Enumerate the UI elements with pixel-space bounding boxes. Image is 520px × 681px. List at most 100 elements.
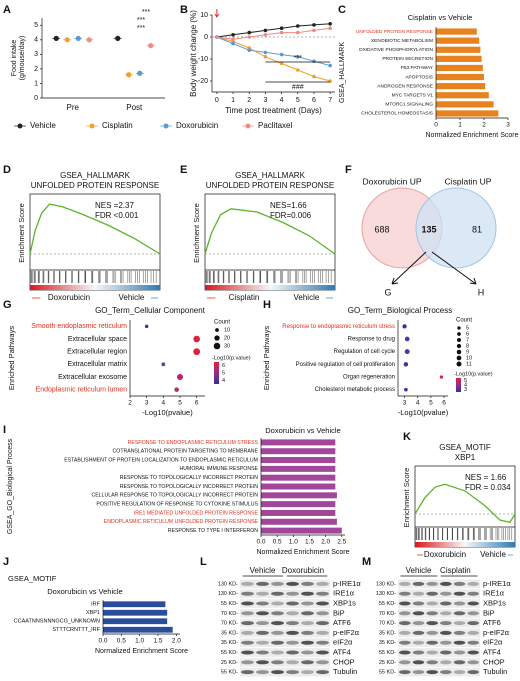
series-line	[216, 27, 331, 40]
blot-strip	[240, 618, 330, 628]
x-tick-label: 2	[247, 97, 251, 104]
band	[241, 591, 254, 596]
band	[453, 611, 466, 616]
protein-label: ATF6	[483, 618, 501, 627]
legend-label: 3	[464, 387, 467, 393]
band	[398, 630, 411, 635]
blot-strip	[240, 628, 330, 638]
protein-label: XBP1s	[333, 598, 356, 607]
legend-title: -Log10(p.value)	[454, 371, 493, 377]
size-marker: 55 KD-	[221, 650, 238, 656]
band	[398, 601, 411, 606]
legend-marker	[17, 123, 23, 129]
bar	[261, 492, 337, 499]
bar	[261, 501, 336, 508]
bubble	[193, 348, 201, 356]
protein-label: ATF4	[333, 647, 351, 656]
legend-label: 4	[222, 378, 225, 384]
point	[263, 28, 268, 33]
bar	[261, 518, 337, 525]
band	[412, 630, 425, 635]
point	[279, 26, 284, 31]
band	[256, 670, 269, 675]
panel-label: I	[3, 424, 6, 436]
legend-marker	[456, 349, 462, 355]
nes-label: NES =2.37	[95, 201, 134, 210]
enrichment-curve	[414, 483, 516, 523]
band	[453, 581, 466, 586]
category-label: Extracellular space	[68, 336, 127, 343]
x-tick-label: 0.5	[117, 638, 126, 645]
band	[467, 650, 480, 655]
phenotype-label: Doxorubicin	[424, 550, 466, 559]
category-label: IRE1 MEDIATED UNFOLDED PROTEIN RESPONSE	[134, 510, 259, 516]
blot-strip	[240, 667, 330, 677]
x-tick-label: 5	[296, 97, 300, 104]
axis-title: Body weight change (%)	[189, 10, 198, 97]
band	[467, 581, 480, 586]
band	[301, 670, 314, 675]
band	[398, 621, 411, 626]
band	[271, 670, 284, 675]
size-marker: 70 KD-	[221, 621, 238, 627]
legend-label: 7	[466, 337, 469, 343]
category-label: P53 PATHWAY	[401, 65, 434, 71]
band	[286, 660, 299, 665]
band	[241, 650, 254, 655]
panel-label: D	[3, 164, 11, 176]
legend-title: Count	[214, 320, 230, 326]
chart-title: Doxorubicin vs Vehicle	[47, 587, 122, 596]
protein-label: CHOP	[483, 657, 505, 666]
chart-title: GO_Term_Biological Process	[348, 306, 452, 315]
x-tick-label: 1	[458, 122, 462, 129]
band	[256, 621, 269, 626]
legend-marker	[163, 123, 169, 129]
band	[241, 670, 254, 675]
band	[301, 601, 314, 606]
size-marker: 130 KD-	[218, 591, 238, 597]
blot-strip	[398, 657, 480, 667]
bubble	[439, 375, 444, 379]
series-line	[216, 36, 331, 82]
arrow-label: H	[478, 287, 485, 297]
legend-label: Cisplatin	[102, 121, 133, 130]
bar	[261, 509, 336, 516]
category-label: MYC TARGETS V1	[392, 93, 434, 99]
protein-label: ATF4	[483, 647, 501, 656]
size-marker: 55 KD-	[379, 670, 396, 676]
band	[439, 611, 452, 616]
band	[426, 630, 439, 635]
band	[453, 591, 466, 596]
band	[256, 591, 269, 596]
band	[467, 611, 480, 616]
panel-label: H	[263, 299, 271, 311]
band	[412, 581, 425, 586]
band	[412, 591, 425, 596]
blot-strip	[240, 657, 330, 667]
set-count: 81	[472, 224, 482, 234]
band	[439, 670, 452, 675]
point	[328, 26, 332, 31]
band	[286, 621, 299, 626]
enrichment-curve	[29, 203, 161, 255]
point	[231, 41, 235, 46]
protein-label: p-eIF2α	[483, 628, 510, 637]
category-label: Response to drug	[348, 337, 395, 343]
band	[301, 640, 314, 645]
plot-subtitle: UNFOLDED PROTEIN RESPONSE	[31, 181, 159, 190]
size-marker: 35 KD-	[221, 630, 238, 636]
band	[398, 650, 411, 655]
axis-title: Enrichment Score	[17, 203, 26, 263]
y-tick-label: 0	[204, 34, 208, 41]
bar	[261, 465, 336, 472]
category-label: Cholesterol metabolic process	[315, 387, 395, 393]
size-marker: 35 KD-	[379, 630, 396, 636]
bubble	[174, 387, 179, 392]
band	[467, 640, 480, 645]
chart-title: GO_Term_Cellular Component	[95, 306, 206, 315]
x-tick-label: 0.0	[98, 638, 107, 645]
bar	[436, 101, 494, 108]
legend-marker	[245, 123, 251, 129]
band	[439, 660, 452, 665]
